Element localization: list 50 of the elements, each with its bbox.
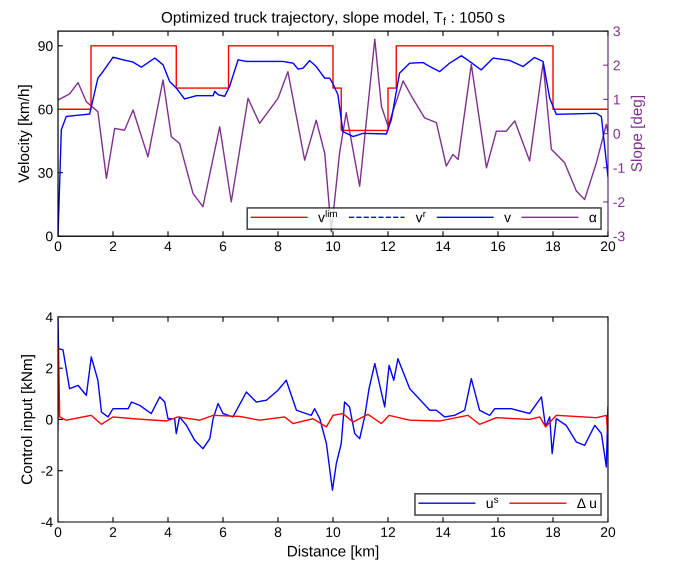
- x-tick-label: 0: [54, 241, 62, 252]
- x-tick-label: 2: [110, 527, 116, 537]
- x-tick-label: 16: [491, 241, 506, 252]
- x-tick-label: 18: [546, 241, 560, 252]
- line-series: [58, 346, 608, 438]
- x-tick-label: 12: [381, 527, 396, 537]
- x-tick-label: 4: [164, 527, 172, 537]
- x-tick-label: 8: [274, 527, 282, 538]
- y-tick-label: 60: [38, 104, 53, 114]
- y-axis-title: Velocity [km/h]: [18, 85, 32, 183]
- y2-tick-label: 1: [614, 94, 620, 104]
- x-axis-title: Distance [km]: [288, 545, 378, 560]
- legend-label: v$^{r}$: [416, 212, 426, 222]
- x-tick-label: 10: [326, 527, 340, 538]
- y-tick-label: 0: [46, 231, 53, 242]
- y-tick-label: 0: [46, 414, 53, 425]
- y-tick-label: 2: [46, 364, 52, 374]
- x-tick-label: 14: [436, 527, 450, 537]
- x-tick-label: 0: [54, 527, 62, 538]
- legend-label: Δ u: [577, 498, 596, 508]
- x-tick-label: 20: [600, 527, 616, 538]
- x-tick-label: 6: [220, 241, 226, 252]
- x-tick-label: 12: [381, 241, 396, 252]
- y-tick-label: 4: [46, 312, 53, 322]
- x-tick-label: 14: [436, 242, 450, 252]
- y-tick-label: 30: [38, 168, 53, 178]
- x-tick-label: 10: [326, 241, 340, 252]
- y2-tick-label: -2: [613, 197, 624, 207]
- chart-title: Optimized truck trajectory, slope model, T$_{f}$ : 1050 s: [162, 12, 504, 26]
- y-tick-label: 90: [38, 41, 53, 51]
- y2-tick-label: 0: [613, 128, 620, 139]
- legend-label: u$^{s}$: [486, 498, 498, 508]
- y-axis-title: Control input [kNm]: [21, 355, 36, 484]
- x-tick-label: 8: [274, 241, 282, 252]
- y2-tick-label: -1: [613, 163, 625, 173]
- legend-label: v$^{lim}$: [318, 210, 337, 222]
- x-tick-label: 4: [164, 242, 172, 252]
- y2-tick-label: 2: [614, 60, 620, 70]
- x-tick-label: 6: [220, 527, 226, 538]
- x-tick-label: 20: [600, 241, 616, 252]
- y2-tick-label: 3: [613, 26, 620, 36]
- x-tick-label: 16: [491, 527, 506, 538]
- y-tick-label: -2: [41, 466, 52, 476]
- y-tick-label: -4: [41, 517, 53, 528]
- legend-label: v: [504, 214, 512, 222]
- legend-label: α: [589, 214, 596, 222]
- y2-tick-label: -3: [613, 231, 625, 242]
- x-tick-label: 2: [110, 241, 116, 252]
- x-tick-label: 18: [546, 527, 560, 538]
- y2-axis-title: Slope [deg]: [630, 96, 645, 172]
